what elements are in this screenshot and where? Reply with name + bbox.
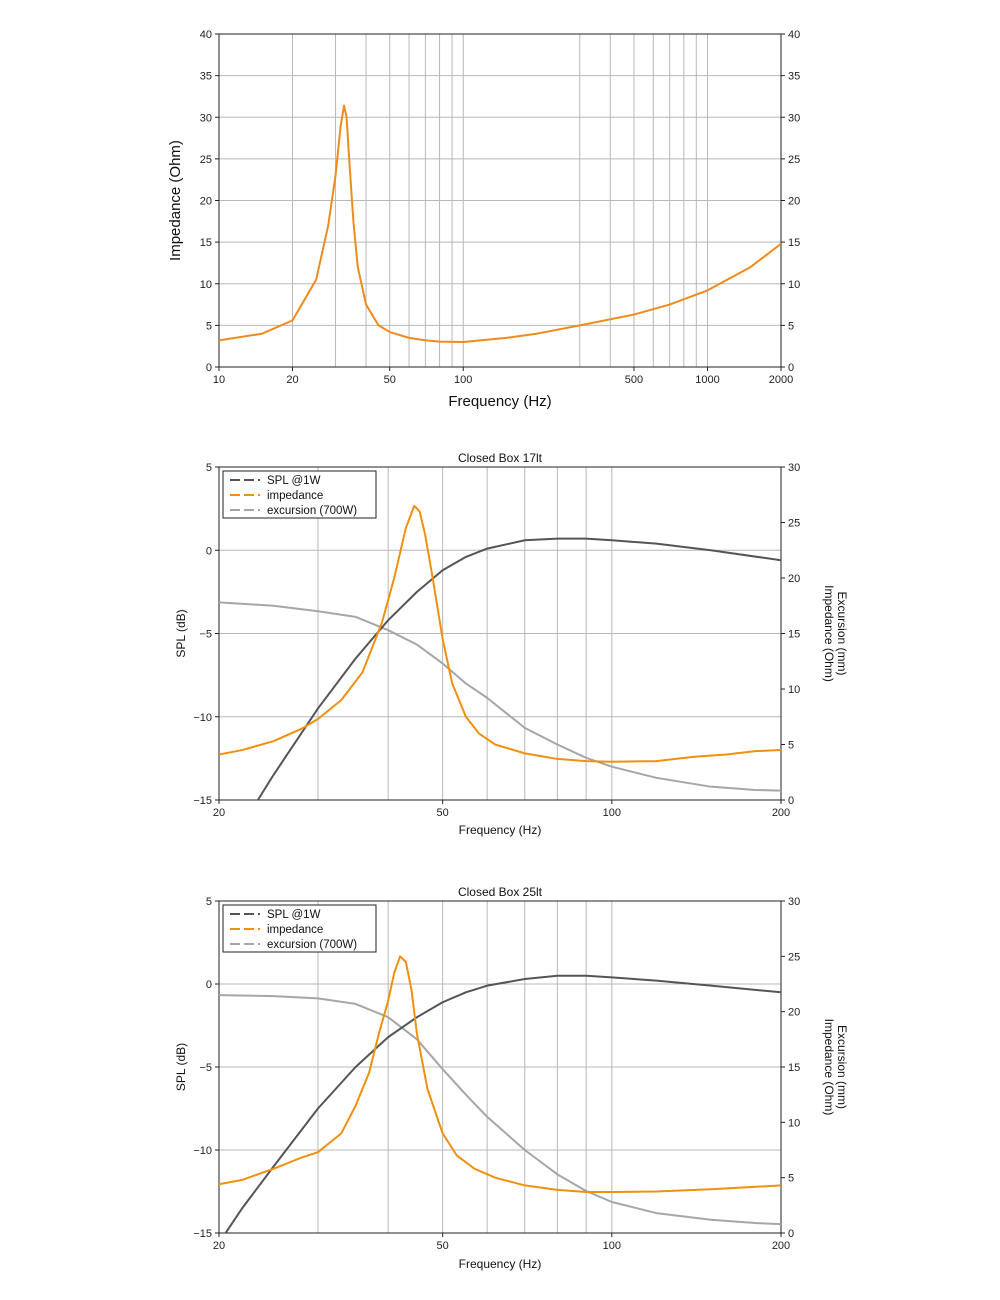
y-right-axis-label: Excursion (mm) xyxy=(835,1025,849,1109)
x-axis-label: Frequency (Hz) xyxy=(459,1257,542,1271)
y-tick-label: −10 xyxy=(193,1145,212,1157)
y-right-tick-label: 10 xyxy=(788,279,800,291)
chart-1: 0 5 10 15 20 25 30 35 40 0 5 10 15 20 25 30 35 40 10 20 50 10… xyxy=(167,29,800,410)
x-tick-label: 100 xyxy=(603,807,621,819)
y-tick-label: 10 xyxy=(200,279,212,291)
x-tick-label: 20 xyxy=(213,1240,225,1252)
y-right-tick-label: 25 xyxy=(788,951,800,963)
y-right-tick-label: 10 xyxy=(788,1117,800,1129)
x-tick-label: 2000 xyxy=(769,374,793,386)
x-axis-label: Frequency (Hz) xyxy=(459,823,542,837)
y-right-tick-label: 10 xyxy=(788,684,800,696)
y-tick-label: 5 xyxy=(206,320,212,332)
x-tick-label: 200 xyxy=(772,1240,790,1252)
y-right-tick-label: 5 xyxy=(788,1173,794,1185)
y-right-tick-label: 20 xyxy=(788,1007,800,1019)
y-tick-label: 20 xyxy=(200,196,212,208)
legend-label: excursion (700W) xyxy=(267,505,357,517)
y-right-tick-label: 15 xyxy=(788,629,800,641)
y-tick-label: 15 xyxy=(200,237,212,249)
y-tick-label: 5 xyxy=(206,462,212,474)
y-right-tick-label: 0 xyxy=(788,1228,794,1240)
x-tick-label: 100 xyxy=(603,1240,621,1252)
legend-label: SPL @1W xyxy=(267,475,321,487)
legend-label: impedance xyxy=(267,490,323,502)
x-tick-label: 50 xyxy=(437,1240,449,1252)
chart-title: Closed Box 25lt xyxy=(458,885,543,899)
x-tick-label: 50 xyxy=(384,374,396,386)
y-axis-label: SPL (dB) xyxy=(174,609,188,657)
chart-title: Closed Box 17lt xyxy=(458,451,543,465)
y-right-axis-label: Impedance (Ohm) xyxy=(822,585,836,682)
y-tick-label: 25 xyxy=(200,154,212,166)
y-right-tick-label: 15 xyxy=(788,237,800,249)
y-tick-label: −5 xyxy=(199,1062,212,1074)
x-tick-label: 10 xyxy=(213,374,225,386)
y-tick-label: 40 xyxy=(200,29,212,41)
y-right-tick-label: 25 xyxy=(788,154,800,166)
x-tick-label: 20 xyxy=(213,807,225,819)
y-tick-label: 0 xyxy=(206,979,212,991)
x-tick-label: 20 xyxy=(286,374,298,386)
series-line-spl xyxy=(224,974,781,1233)
y-tick-label: 0 xyxy=(206,545,212,557)
x-tick-label: 50 xyxy=(437,807,449,819)
y-right-tick-label: 0 xyxy=(788,795,794,807)
y-right-tick-label: 35 xyxy=(788,71,800,83)
series-line-impedance xyxy=(219,104,781,344)
y-right-tick-label: 30 xyxy=(788,112,800,124)
y-tick-label: 0 xyxy=(206,362,212,374)
y-tick-label: 5 xyxy=(206,896,212,908)
x-tick-label: 500 xyxy=(625,374,643,386)
y-right-tick-label: 30 xyxy=(788,896,800,908)
legend: SPL @1W impedance excursion (700W) xyxy=(222,904,377,953)
y-right-tick-label: 15 xyxy=(788,1062,800,1074)
series-line-excursion xyxy=(219,994,781,1226)
y-right-tick-label: 0 xyxy=(788,362,794,374)
legend-label: impedance xyxy=(267,924,323,936)
y-tick-label: −10 xyxy=(193,712,212,724)
series-line-impedance xyxy=(219,504,781,763)
x-tick-label: 200 xyxy=(772,807,790,819)
y-axis-label: Impedance (Ohm) xyxy=(167,140,184,261)
y-tick-label: 35 xyxy=(200,71,212,83)
y-tick-label: −15 xyxy=(193,795,212,807)
y-tick-label: −5 xyxy=(199,629,212,641)
x-tick-label: 1000 xyxy=(695,374,719,386)
y-right-tick-label: 5 xyxy=(788,320,794,332)
y-tick-label: 30 xyxy=(200,112,212,124)
y-tick-label: −15 xyxy=(193,1228,212,1240)
y-right-tick-label: 20 xyxy=(788,573,800,585)
y-right-axis-label: Impedance (Ohm) xyxy=(822,1019,836,1116)
y-right-tick-label: 25 xyxy=(788,518,800,530)
legend-label: SPL @1W xyxy=(267,909,321,921)
legend: SPL @1W impedance excursion (700W) xyxy=(222,470,377,519)
legend-label: excursion (700W) xyxy=(267,939,357,951)
y-right-axis-label: Excursion (mm) xyxy=(835,591,849,675)
y-right-tick-label: 5 xyxy=(788,740,794,752)
y-right-tick-label: 20 xyxy=(788,196,800,208)
y-right-tick-label: 40 xyxy=(788,29,800,41)
x-axis-label: Frequency (Hz) xyxy=(448,393,551,410)
y-axis-label: SPL (dB) xyxy=(174,1043,188,1091)
x-tick-label: 100 xyxy=(454,374,472,386)
series-line-excursion xyxy=(219,601,781,792)
y-right-tick-label: 30 xyxy=(788,462,800,474)
series-line-impedance xyxy=(219,955,781,1194)
series-line-spl xyxy=(256,537,781,800)
